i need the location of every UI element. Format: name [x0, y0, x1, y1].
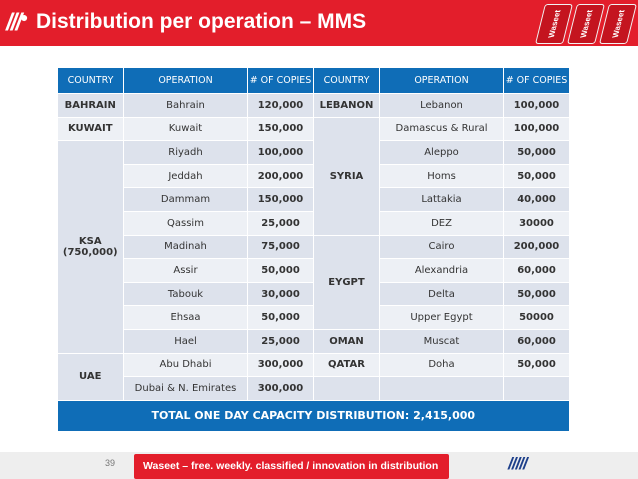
waseet-logo-icon: ///●	[6, 9, 29, 36]
copies-cell: 50000	[503, 305, 570, 330]
copies-cell: 300,000	[247, 353, 314, 378]
copies-cell: 100,000	[247, 140, 314, 165]
operation-cell: Aleppo	[379, 140, 504, 165]
copies-cell: 50,000	[503, 282, 570, 307]
operation-cell: Homs	[379, 164, 504, 189]
column-header-copies: # OF COPIES	[247, 67, 314, 94]
footer-tagline: Waseet – free. weekly. classified / inno…	[143, 460, 439, 472]
brand-tag: Waseet	[599, 4, 637, 44]
operation-cell: Damascus & Rural	[379, 117, 504, 142]
operation-cell: Lattakia	[379, 187, 504, 212]
country-cell: LEBANON	[313, 93, 380, 118]
brand-tags: Waseet Waseet Waseet	[535, 4, 637, 44]
operation-cell: Qassim	[123, 211, 248, 236]
operation-cell: Doha	[379, 353, 504, 378]
copies-cell: 100,000	[503, 117, 570, 142]
brand-tag-label: Waseet	[546, 10, 562, 38]
country-cell-egypt: EYGPT	[313, 235, 380, 330]
copies-cell: 150,000	[247, 187, 314, 212]
table-row: Madinah 75,000 EYGPT Cairo 200,000	[58, 235, 570, 330]
operation-cell: DEZ	[379, 211, 504, 236]
table-row: UAE Abu Dhabi 300,000 QATAR Doha 50,000	[57, 353, 570, 401]
operation-cell: Lebanon	[379, 93, 504, 118]
table-row: KSA (750,000) Riyadh 100,000 Aleppo 50,0…	[57, 140, 570, 354]
copies-cell: 120,000	[247, 93, 314, 118]
ksa-total: (750,000)	[62, 246, 118, 258]
total-row: TOTAL ONE DAY CAPACITY DISTRIBUTION: 2,4…	[57, 400, 570, 432]
copies-cell: 200,000	[247, 164, 314, 189]
empty-cell	[313, 376, 380, 401]
distribution-table: COUNTRY OPERATION # OF COPIES COUNTRY OP…	[57, 67, 570, 432]
brand-tag-label: Waseet	[610, 10, 626, 38]
operation-cell: Bahrain	[123, 93, 248, 118]
table-row: Assir 50,000 Alexandria 60,000	[58, 258, 570, 283]
operation-cell: Dubai & N. Emirates	[123, 376, 248, 401]
operation-cell: Tabouk	[123, 282, 248, 307]
copies-cell: 50,000	[503, 164, 570, 189]
column-header-country: COUNTRY	[313, 67, 380, 94]
table-row: Dubai & N. Emirates 300,000	[58, 376, 570, 401]
operation-cell: Alexandria	[379, 258, 504, 283]
country-cell: KUWAIT	[57, 117, 124, 142]
copies-cell: 60,000	[503, 258, 570, 283]
country-cell-uae: UAE	[57, 353, 124, 401]
operation-cell: Muscat	[379, 329, 504, 354]
operation-cell: Upper Egypt	[379, 305, 504, 330]
operation-cell: Kuwait	[123, 117, 248, 142]
operation-cell: Abu Dhabi	[123, 353, 248, 378]
copies-cell: 50,000	[247, 258, 314, 283]
waseet-group-logo-icon: /////	[508, 454, 528, 473]
copies-cell: 200,000	[503, 235, 570, 260]
country-cell: BAHRAIN	[57, 93, 124, 118]
copies-cell: 30000	[503, 211, 570, 236]
country-cell: OMAN	[313, 329, 380, 354]
operation-cell: Delta	[379, 282, 504, 307]
total-capacity: TOTAL ONE DAY CAPACITY DISTRIBUTION: 2,4…	[57, 400, 570, 432]
copies-cell: 60,000	[503, 329, 570, 354]
country-cell-ksa: KSA (750,000)	[57, 140, 124, 354]
table-row: Qassim 25,000 DEZ 30000	[58, 211, 570, 236]
operation-cell: Ehsaa	[123, 305, 248, 330]
copies-cell: 100,000	[503, 93, 570, 118]
empty-cell	[379, 376, 504, 401]
table-row: KUWAIT Kuwait 150,000 SYRIA Damascus & R…	[57, 117, 570, 236]
column-header-copies: # OF COPIES	[503, 67, 570, 94]
operation-cell: Riyadh	[123, 140, 248, 165]
copies-cell: 30,000	[247, 282, 314, 307]
country-cell: QATAR	[313, 353, 380, 378]
column-header-country: COUNTRY	[57, 67, 124, 94]
copies-cell: 25,000	[247, 329, 314, 354]
table-row: Hael 25,000 OMAN Muscat 60,000	[58, 329, 570, 354]
table-header-row: COUNTRY OPERATION # OF COPIES COUNTRY OP…	[57, 67, 570, 94]
footer-tagline-bar	[134, 454, 449, 479]
copies-cell: 50,000	[503, 353, 570, 378]
table-row: BAHRAIN Bahrain 120,000 LEBANON Lebanon …	[57, 93, 570, 118]
table-row: Dammam 150,000 Lattakia 40,000	[58, 187, 570, 212]
operation-cell: Madinah	[123, 235, 248, 260]
copies-cell: 50,000	[247, 305, 314, 330]
column-header-operation: OPERATION	[123, 67, 248, 94]
copies-cell: 75,000	[247, 235, 314, 260]
operation-cell: Dammam	[123, 187, 248, 212]
copies-cell: 300,000	[247, 376, 314, 401]
column-header-operation: OPERATION	[379, 67, 504, 94]
page-number: 39	[105, 458, 116, 468]
operation-cell: Assir	[123, 258, 248, 283]
copies-cell: 25,000	[247, 211, 314, 236]
operation-cell: Cairo	[379, 235, 504, 260]
country-cell-syria: SYRIA	[313, 117, 380, 236]
copies-cell: 50,000	[503, 140, 570, 165]
copies-cell: 40,000	[503, 187, 570, 212]
table-row: Tabouk 30,000 Delta 50,000	[58, 282, 570, 307]
table-row: Jeddah 200,000 Homs 50,000	[58, 164, 570, 189]
operation-cell: Jeddah	[123, 164, 248, 189]
empty-cell	[503, 376, 570, 401]
operation-cell: Hael	[123, 329, 248, 354]
ksa-label: KSA	[78, 235, 102, 247]
copies-cell: 150,000	[247, 117, 314, 142]
slide-title: Distribution per operation – MMS	[36, 10, 367, 33]
slide-header: ///● Distribution per operation – MMS Wa…	[0, 0, 638, 46]
brand-tag-label: Waseet	[578, 10, 594, 38]
table-row: Ehsaa 50,000 Upper Egypt 50000	[58, 305, 570, 330]
